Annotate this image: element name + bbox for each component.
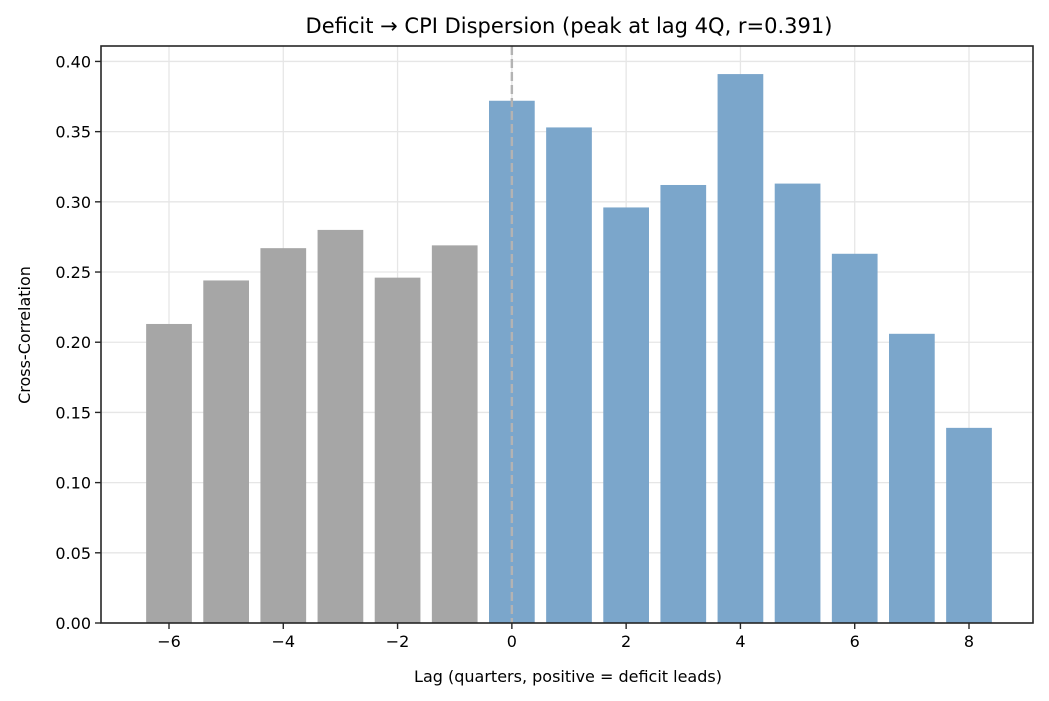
y-axis-ticks: 0.00 0.05 0.10 0.15 0.20 0.25 0.30 0.35 0.40 bbox=[55, 52, 101, 633]
bar-lag--3 bbox=[317, 229, 364, 623]
y-axis-label: Cross-Correlation bbox=[15, 266, 34, 404]
y-tick-label: 0.05 bbox=[55, 544, 91, 563]
bars bbox=[146, 74, 992, 624]
x-axis-label: Lag (quarters, positive = deficit leads) bbox=[414, 667, 722, 686]
y-tick-label: 0.30 bbox=[55, 193, 91, 212]
y-tick-label: 0.25 bbox=[55, 263, 91, 282]
x-tick-label: 6 bbox=[850, 632, 860, 651]
bar-lag--2 bbox=[374, 277, 421, 623]
bar-lag--5 bbox=[203, 280, 249, 623]
bar-lag--6 bbox=[146, 323, 192, 623]
bar-lag-3 bbox=[660, 184, 707, 623]
x-tick-label: −2 bbox=[386, 632, 410, 651]
x-tick-label: −6 bbox=[157, 632, 181, 651]
bar-lag-4 bbox=[717, 74, 764, 623]
bar-lag-1 bbox=[546, 127, 592, 624]
x-tick-label: 0 bbox=[507, 632, 517, 651]
bar-lag-8 bbox=[946, 427, 992, 623]
x-tick-label: 4 bbox=[735, 632, 745, 651]
plot-frame bbox=[100, 45, 1034, 624]
x-axis-ticks: −6 −4 −2 0 2 4 6 8 bbox=[157, 623, 974, 651]
bar-lag--4 bbox=[260, 248, 307, 623]
bar-lag-7 bbox=[889, 333, 935, 623]
y-tick-label: 0.00 bbox=[55, 614, 91, 633]
x-tick-label: −4 bbox=[271, 632, 295, 651]
bar-lag--1 bbox=[431, 245, 478, 624]
y-tick-label: 0.15 bbox=[55, 403, 91, 422]
bar-lag-6 bbox=[831, 253, 878, 623]
y-tick-label: 0.20 bbox=[55, 333, 91, 352]
y-tick-label: 0.40 bbox=[55, 52, 91, 71]
y-tick-label: 0.35 bbox=[55, 123, 91, 142]
chart-title: Deficit → CPI Dispersion (peak at lag 4Q… bbox=[306, 14, 833, 38]
bar-lag-2 bbox=[603, 207, 649, 623]
x-tick-label: 2 bbox=[621, 632, 631, 651]
bar-lag-5 bbox=[774, 183, 821, 623]
y-tick-label: 0.10 bbox=[55, 474, 91, 493]
x-tick-label: 8 bbox=[964, 632, 974, 651]
